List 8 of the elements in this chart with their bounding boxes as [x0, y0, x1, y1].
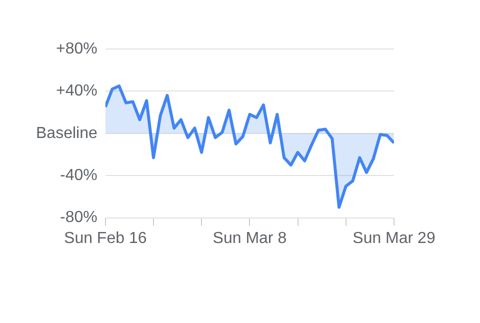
y-tick-label: Baseline: [36, 124, 98, 142]
x-tick-label: Sun Mar 29: [352, 230, 436, 247]
x-tick-label: Sun Mar 8: [212, 230, 287, 247]
y-tick-label: -80%: [60, 209, 98, 226]
y-tick-label: +80%: [56, 40, 98, 58]
x-tick-label: Sun Feb 16: [64, 230, 147, 247]
y-tick-label: +40%: [56, 82, 98, 100]
y-tick-label: -40%: [60, 167, 98, 184]
